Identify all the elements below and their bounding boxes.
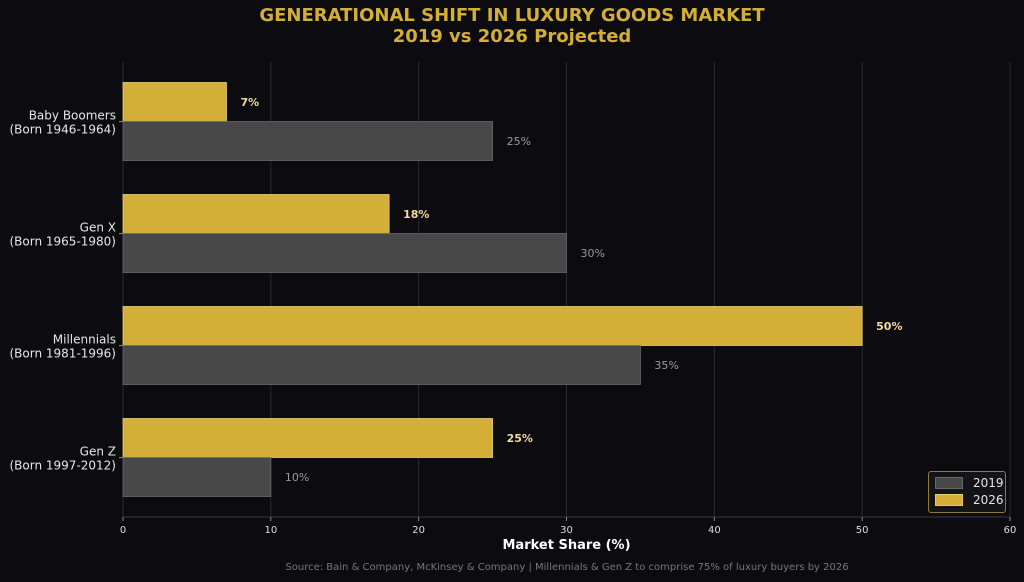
x-tick-label: 20 <box>412 525 425 536</box>
data-label-2019-1: 30% <box>581 247 605 260</box>
y-tick-label-line1-0: Baby Boomers <box>29 109 116 123</box>
bar-2026-0 <box>122 82 227 122</box>
bar-2019-2 <box>122 345 641 385</box>
legend-label-2019: 2019 <box>973 476 1004 490</box>
x-tick-label: 50 <box>856 525 869 536</box>
legend-swatch-2026 <box>935 494 963 506</box>
x-tick-label: 0 <box>120 525 126 536</box>
legend-item-2026: 2026 <box>935 492 1004 508</box>
y-tick-label-line2-2: (Born 1981-1996) <box>10 347 117 361</box>
x-axis-label: Market Share (%) <box>502 538 630 553</box>
y-tick-label-line2-1: (Born 1965-1980) <box>10 235 117 249</box>
x-tick-label: 40 <box>708 525 721 536</box>
chart-title: GENERATIONAL SHIFT IN LUXURY GOODS MARKE… <box>259 5 765 26</box>
chart-subtitle: 2019 vs 2026 Projected <box>392 26 632 47</box>
y-tick-label-line1-3: Gen Z <box>80 445 116 459</box>
y-tick-label-line1-2: Millennials <box>53 333 116 347</box>
data-label-2019-3: 10% <box>285 471 309 484</box>
source-note: Source: Bain & Company, McKinsey & Compa… <box>285 562 849 573</box>
data-label-2026-0: 7% <box>240 96 259 109</box>
data-label-2026-3: 25% <box>507 432 533 445</box>
bar-2019-3 <box>122 457 272 497</box>
y-tick-label-line1-1: Gen X <box>80 221 116 235</box>
x-tick-label: 60 <box>1004 525 1017 536</box>
y-tick-label-line2-3: (Born 1997-2012) <box>10 459 117 473</box>
data-label-2019-0: 25% <box>507 135 531 148</box>
y-tick-label-line2-0: (Born 1946-1964) <box>10 123 117 137</box>
data-label-2026-1: 18% <box>403 208 429 221</box>
bar-2026-1 <box>122 194 390 234</box>
bar-2026-2 <box>122 306 863 346</box>
legend-swatch-2019 <box>935 477 963 489</box>
legend: 2019 2026 <box>928 471 1006 513</box>
bar-2026-3 <box>122 418 493 458</box>
data-label-2019-2: 35% <box>654 359 678 372</box>
x-tick-label: 10 <box>264 525 277 536</box>
legend-label-2026: 2026 <box>973 493 1004 507</box>
x-tick-label: 30 <box>560 525 573 536</box>
bar-2019-0 <box>122 121 493 161</box>
data-label-2026-2: 50% <box>876 320 902 333</box>
bar-2019-1 <box>122 233 567 273</box>
legend-item-2019: 2019 <box>935 475 1004 491</box>
